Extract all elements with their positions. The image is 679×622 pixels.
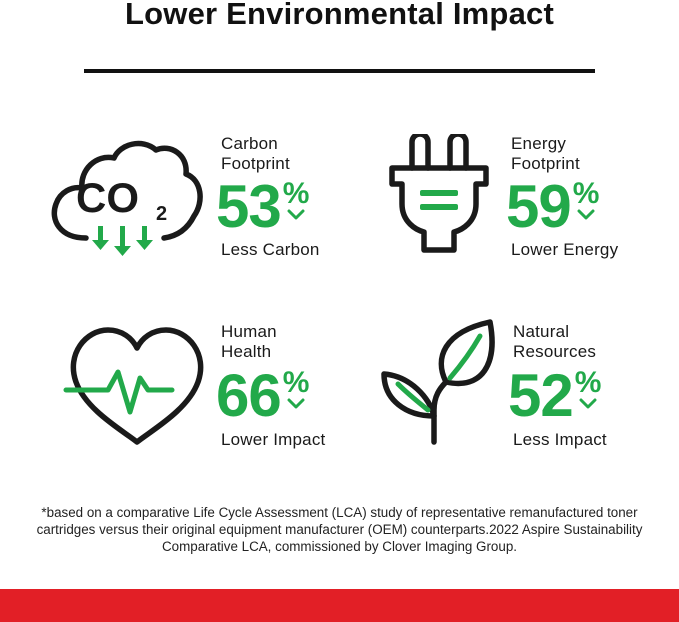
chevron-down-icon [287, 209, 305, 220]
metric-value: 53 % [216, 173, 310, 240]
metric-value: 59 % [506, 173, 600, 240]
electric-plug-icon [389, 134, 489, 253]
metric-value: 52 % [508, 362, 602, 429]
chevron-down-icon [577, 209, 595, 220]
metric-description: Less Impact [513, 430, 607, 449]
leaf-sprout-icon [381, 319, 495, 445]
percent-sign: % [282, 366, 310, 399]
metric-label: Carbon Footprint [221, 134, 290, 173]
metric-description: Lower Impact [221, 430, 326, 449]
percent-sign: % [572, 177, 600, 210]
heart-pulse-icon [63, 327, 204, 445]
title-divider [84, 69, 595, 73]
metric-description: Less Carbon [221, 240, 320, 259]
co2-label: CO [76, 174, 139, 221]
co2-cloud-icon: CO 2 [51, 140, 203, 256]
page-title: Lower Environmental Impact [125, 0, 554, 31]
metric-label: Human Health [221, 322, 277, 361]
metric-label: Energy Footprint [511, 134, 580, 173]
chevron-down-icon [579, 398, 597, 409]
co2-subscript: 2 [156, 203, 167, 225]
percent-sign: % [574, 366, 602, 399]
chevron-down-icon [287, 398, 305, 409]
metric-label: Natural Resources [513, 322, 597, 361]
footnote-text: *based on a comparative Life Cycle Asses… [36, 505, 643, 554]
metric-value: 66 % [216, 362, 310, 429]
bottom-accent-bar [0, 589, 679, 622]
metric-description: Lower Energy [511, 240, 619, 259]
percent-sign: % [282, 177, 310, 210]
